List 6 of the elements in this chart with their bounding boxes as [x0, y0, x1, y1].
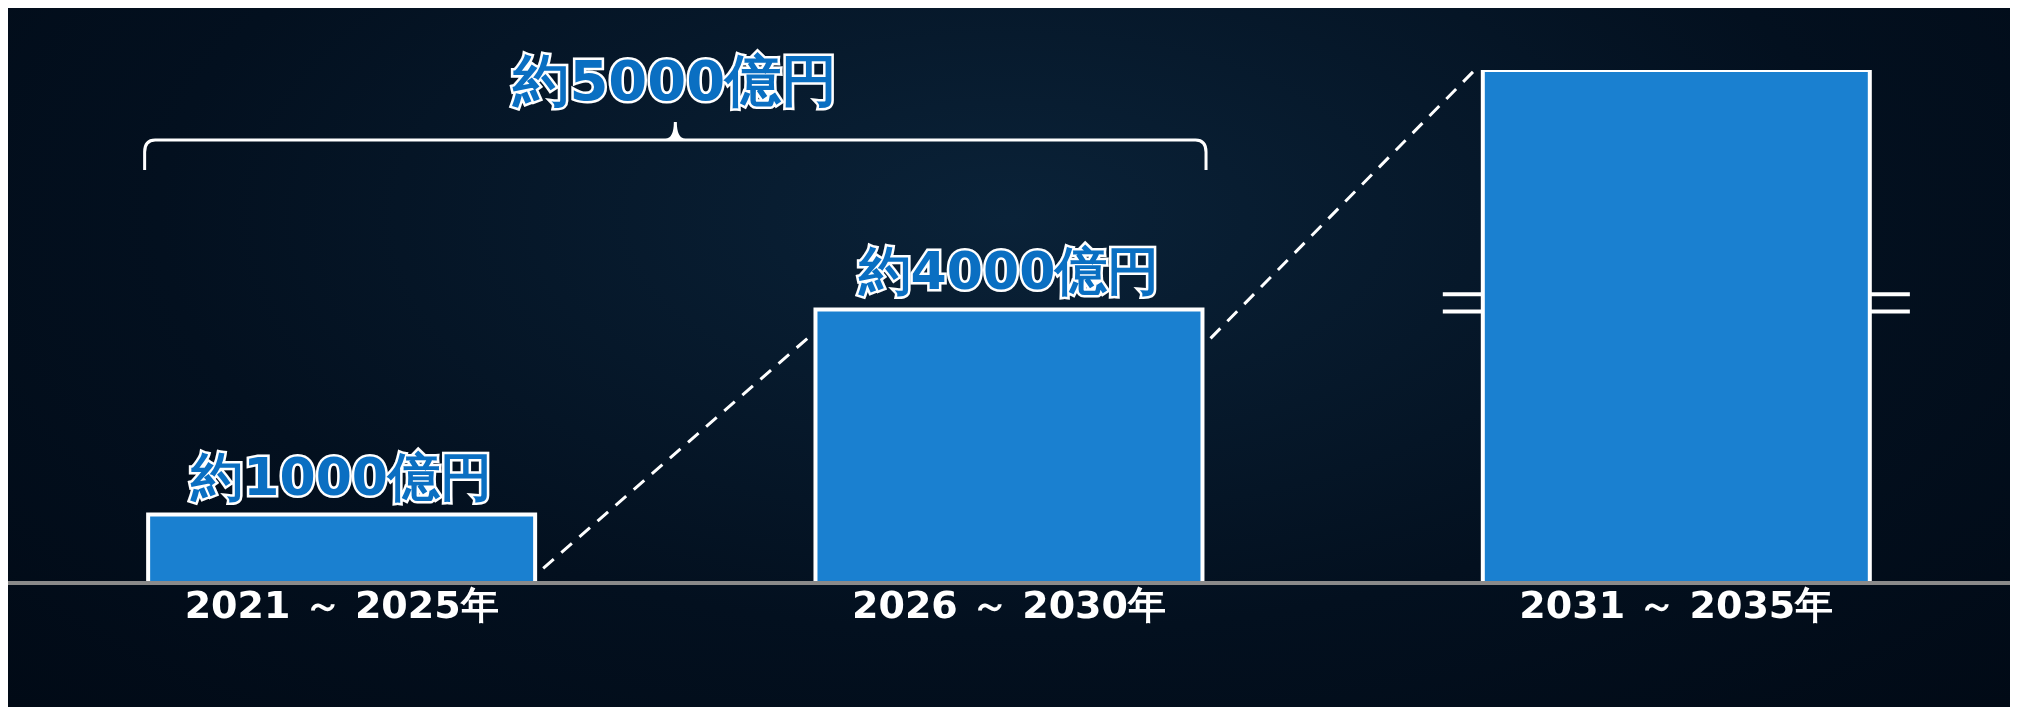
- data-label: 約4000億円: [857, 241, 1160, 302]
- data-label: 約1000億円: [190, 446, 493, 507]
- annotation: 約5000億円: [512, 48, 838, 113]
- x-tick-label: 2031 ～ 2035年: [1519, 582, 1834, 627]
- x-tick-label: 2026 ～ 2030年: [852, 582, 1166, 627]
- x-tick-label: 2021 ～ 2025年: [184, 582, 499, 627]
